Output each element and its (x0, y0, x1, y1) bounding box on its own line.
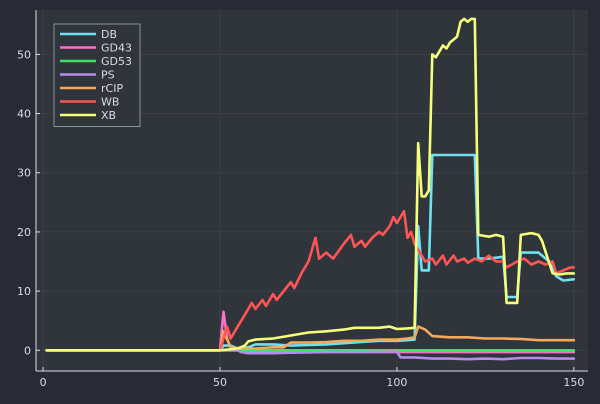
axes: 0 50 100 150 0 10 20 30 40 50 (17, 10, 588, 389)
series-line-ps (45, 349, 576, 361)
y-tick-label: 10 (17, 285, 31, 298)
legend-label-ps: PS (101, 69, 115, 82)
legend-label-gd43: GD43 (101, 42, 132, 55)
y-tick-label: 40 (17, 108, 31, 121)
y-tick-label: 20 (17, 226, 31, 239)
x-tick-label: 50 (213, 376, 227, 389)
y-tick-label: 30 (17, 167, 31, 180)
legend-label-gd53: GD53 (101, 55, 132, 68)
series-lines (45, 17, 576, 361)
x-tick-label: 150 (563, 376, 584, 389)
legend-label-xb: XB (101, 109, 116, 122)
y-tick-label: 50 (17, 48, 31, 61)
series-line-xb (45, 17, 576, 352)
y-tick-label: 0 (24, 344, 31, 357)
legend-label-rcip: rCIP (101, 82, 123, 95)
series-line-rcip (45, 325, 576, 352)
legend-label-db: DB (101, 28, 117, 41)
x-tick-label: 100 (386, 376, 407, 389)
x-tick-label: 0 (40, 376, 47, 389)
legend-label-wb: WB (101, 96, 119, 109)
